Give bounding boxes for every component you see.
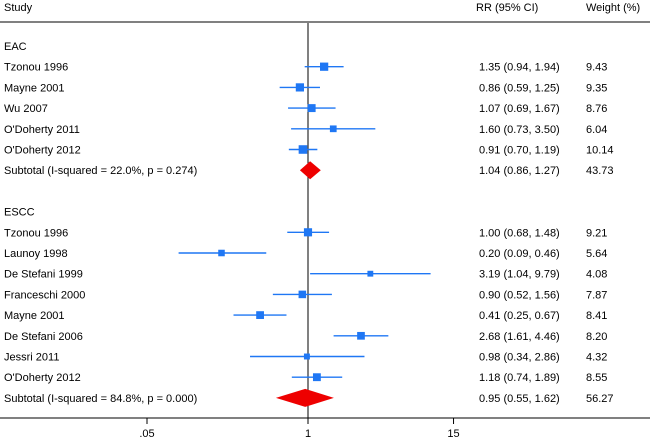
- study-marker: [298, 145, 308, 154]
- study-marker: [312, 373, 321, 382]
- study-marker: [256, 311, 264, 319]
- study-marker: [320, 62, 329, 71]
- study-marker: [295, 83, 304, 92]
- weight-value: 9.43: [586, 62, 607, 74]
- weight-value: 5.64: [586, 248, 607, 260]
- subtotal-label: Subtotal (I-squared = 84.8%, p = 0.000): [4, 393, 197, 405]
- weight-value: 9.35: [586, 82, 607, 94]
- rr-value: 1.00 (0.68, 1.48): [479, 227, 560, 239]
- weight-value: 9.21: [586, 227, 607, 239]
- rr-value: 2.68 (1.61, 4.46): [479, 331, 560, 343]
- study-name: Mayne 2001: [4, 82, 65, 94]
- study-marker: [303, 228, 313, 237]
- subtotal-rr: 0.95 (0.55, 1.62): [479, 393, 560, 405]
- weight-value: 4.08: [586, 269, 607, 281]
- study-name: Jessri 2011: [4, 352, 59, 364]
- study-name: Mayne 2001: [4, 310, 65, 322]
- study-marker: [367, 270, 374, 277]
- rr-value: 3.19 (1.04, 9.79): [479, 269, 560, 281]
- weight-value: 4.32: [586, 352, 607, 364]
- study-name: Tzonou 1996: [4, 62, 68, 74]
- rr-value: 1.18 (0.74, 1.89): [479, 372, 560, 384]
- study-marker: [218, 249, 225, 257]
- weight-value: 8.20: [586, 331, 607, 343]
- subtotal-weight: 43.73: [586, 165, 614, 177]
- weight-value: 8.76: [586, 103, 607, 115]
- plot-rows: EAC Tzonou 1996 1.35 (0.94, 1.94) 9.43 Mayne…: [4, 23, 614, 418]
- study-name: De Stefani 1999: [4, 269, 83, 281]
- subtotal-diamond: [299, 161, 321, 180]
- study-name: Tzonou 1996: [4, 227, 68, 239]
- subtotal-rr: 1.04 (0.86, 1.27): [479, 165, 560, 177]
- weight-value: 8.55: [586, 372, 607, 384]
- rr-value: 1.35 (0.94, 1.94): [479, 62, 560, 74]
- study-name: Launoy 1998: [4, 248, 68, 260]
- x-tick-label: .05: [139, 428, 154, 439]
- group-label: ESCC: [4, 207, 35, 219]
- rr-value: 0.86 (0.59, 1.25): [479, 82, 560, 94]
- weight-value: 6.04: [586, 124, 607, 136]
- weight-value: 7.87: [586, 289, 607, 301]
- study-name: Franceschi 2000: [4, 289, 85, 301]
- x-tick-label: 15: [447, 428, 459, 439]
- x-axis: .05 1 15: [139, 418, 460, 439]
- rr-value: 0.91 (0.70, 1.19): [479, 145, 560, 157]
- study-name: O'Doherty 2012: [4, 145, 81, 157]
- subtotal-label: Subtotal (I-squared = 22.0%, p = 0.274): [4, 165, 197, 177]
- study-name: O'Doherty 2012: [4, 372, 81, 384]
- header-rr: RR (95% CI): [476, 2, 538, 14]
- weight-value: 10.14: [586, 145, 614, 157]
- group-label: EAC: [4, 41, 27, 53]
- study-name: O'Doherty 2011: [4, 124, 80, 136]
- header-study: Study: [4, 2, 33, 14]
- study-marker: [303, 353, 310, 360]
- weight-value: 8.41: [586, 310, 607, 322]
- rr-value: 0.41 (0.25, 0.67): [479, 310, 560, 322]
- subtotal-diamond: [275, 388, 334, 407]
- header-weight: Weight (%): [586, 2, 640, 14]
- study-marker: [307, 104, 316, 113]
- subtotal-weight: 56.27: [586, 393, 614, 405]
- rr-value: 0.90 (0.52, 1.56): [479, 289, 560, 301]
- study-name: Wu 2007: [4, 103, 48, 115]
- study-marker: [298, 290, 307, 299]
- rr-value: 0.98 (0.34, 2.86): [479, 352, 560, 364]
- rr-value: 1.60 (0.73, 3.50): [479, 124, 560, 136]
- rr-value: 0.20 (0.09, 0.46): [479, 248, 560, 260]
- study-name: De Stefani 2006: [4, 331, 83, 343]
- study-marker: [357, 331, 365, 340]
- study-marker: [329, 125, 337, 133]
- x-tick-label: 1: [305, 428, 311, 439]
- rr-value: 1.07 (0.69, 1.67): [479, 103, 560, 115]
